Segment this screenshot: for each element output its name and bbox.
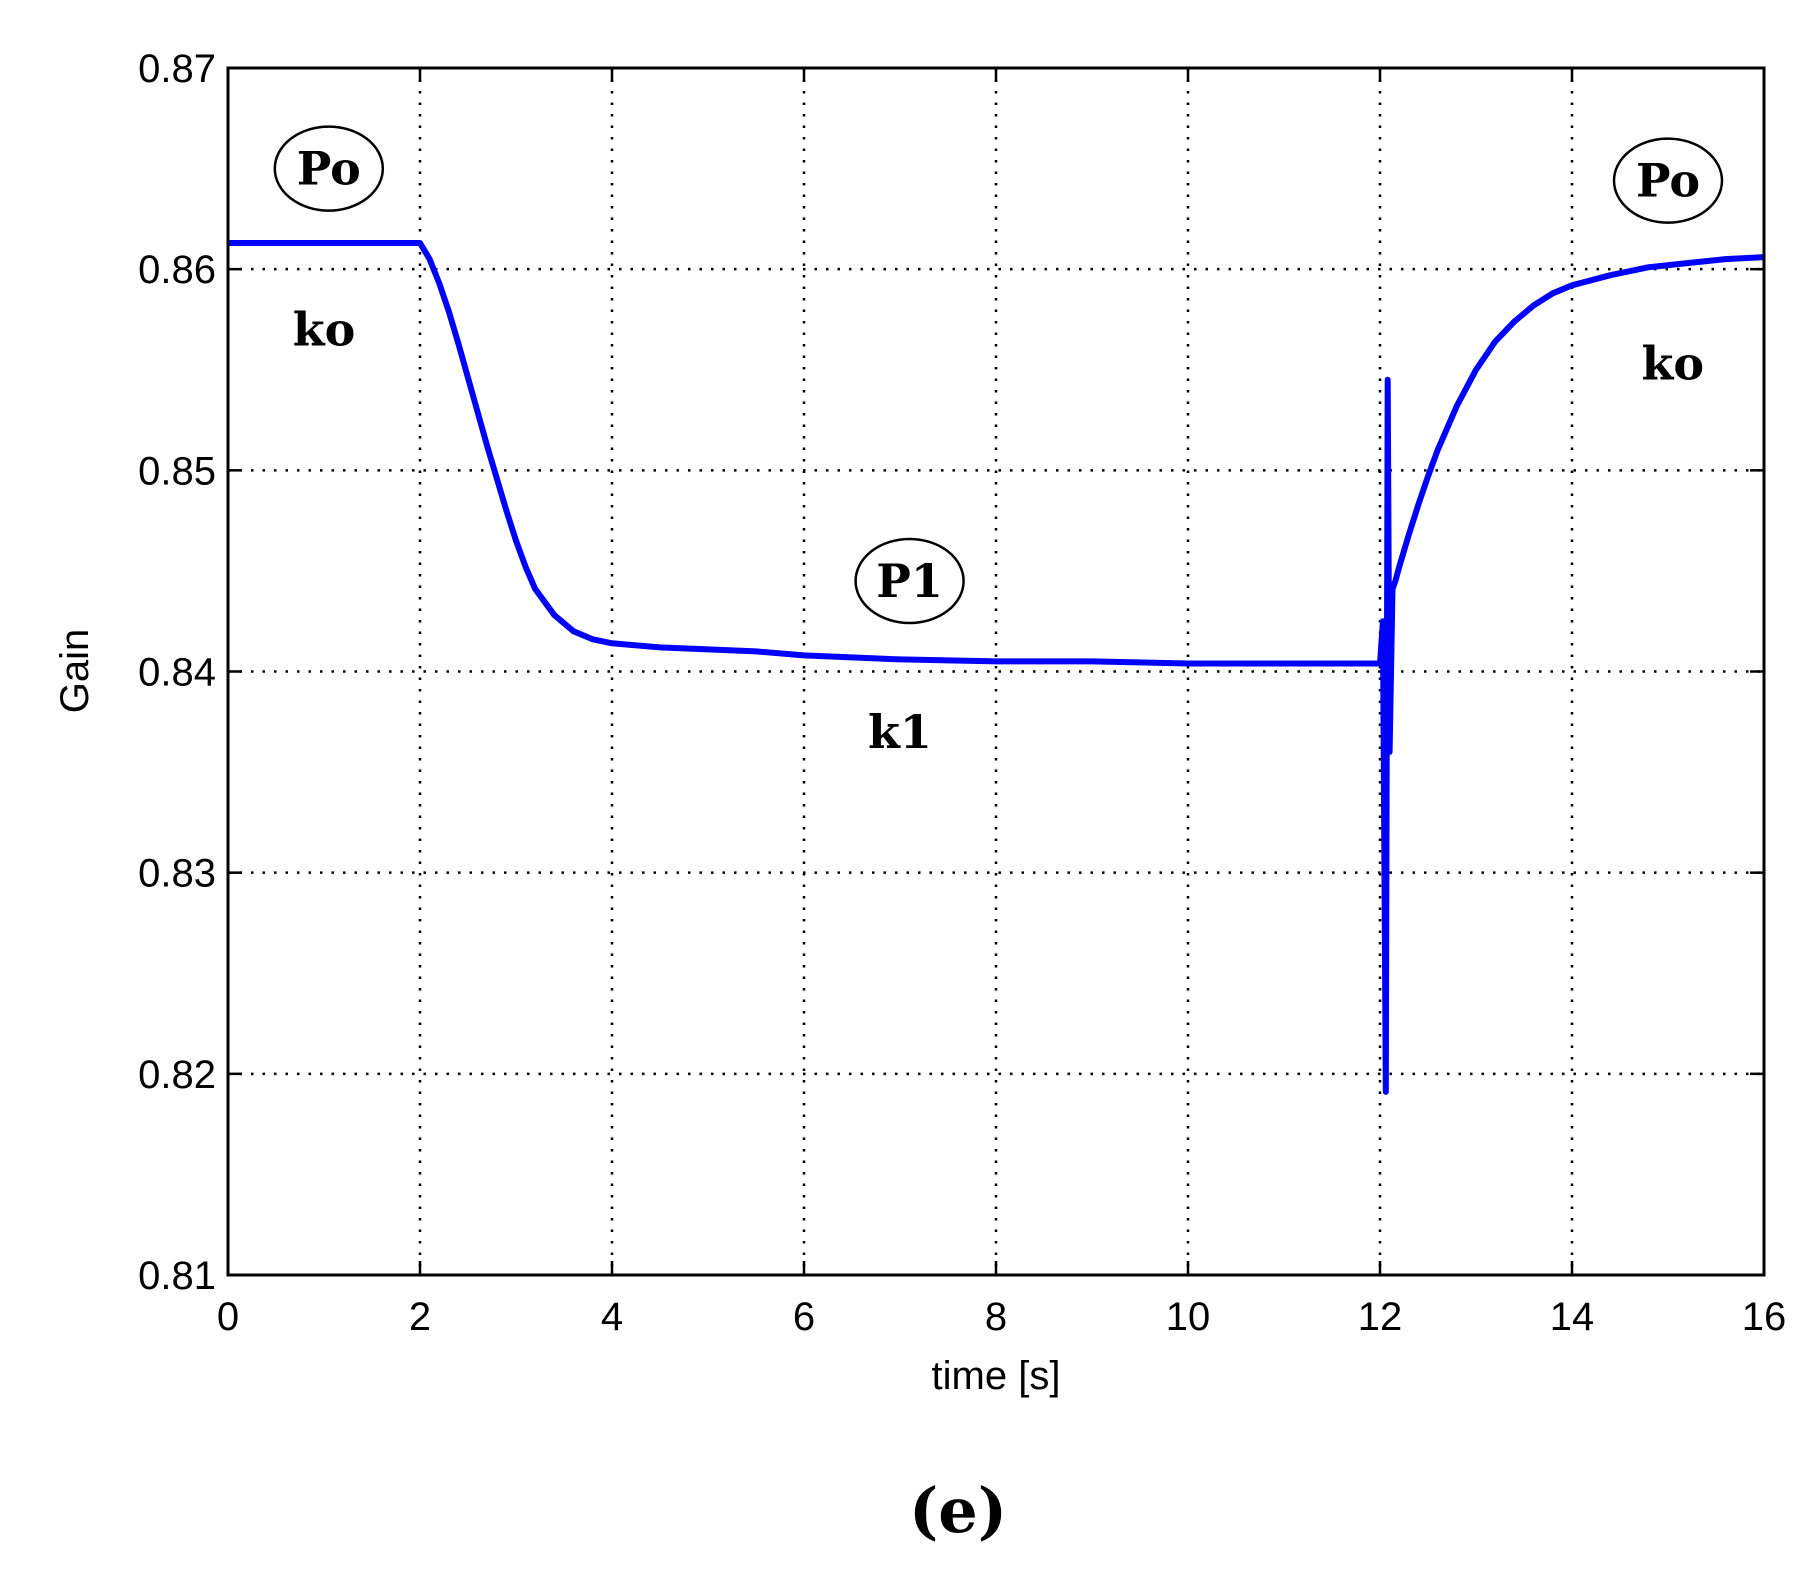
plot-background <box>228 68 1764 1275</box>
figure-caption: (e) <box>909 1474 1007 1547</box>
x-tick-label: 10 <box>1166 1295 1211 1339</box>
y-tick-label: 0.83 <box>138 852 216 896</box>
y-tick-label: 0.87 <box>138 47 216 91</box>
x-tick-label: 6 <box>793 1295 815 1339</box>
y-tick-label: 0.82 <box>138 1053 216 1097</box>
y-tick-label: 0.85 <box>138 449 216 493</box>
y-axis-label: Gain <box>53 629 97 714</box>
series-line <box>228 240 1765 1095</box>
y-tick-label: 0.84 <box>138 651 216 695</box>
annotation-label: k1 <box>868 705 932 759</box>
x-tick-label: 14 <box>1550 1295 1595 1339</box>
y-tick-label: 0.86 <box>138 248 216 292</box>
x-tick-label: 8 <box>985 1295 1007 1339</box>
annotation-label: ko <box>1642 337 1705 391</box>
annotation-label: Po <box>1636 154 1700 208</box>
annotations-layer: Po ko P1 k1 Po ko <box>273 125 1724 759</box>
x-tick-label: 2 <box>409 1295 431 1339</box>
annotation-label: ko <box>293 303 356 357</box>
tick-marks <box>226 66 1766 1277</box>
x-axis-label: time [s] <box>932 1354 1061 1398</box>
y-tick-label: 0.81 <box>138 1254 216 1298</box>
annotation-circle <box>273 125 385 212</box>
annotation-label: P1 <box>876 554 943 608</box>
x-tick-label: 0 <box>217 1295 239 1339</box>
annotation-circle <box>854 537 965 625</box>
annotation-circle <box>1612 137 1724 224</box>
annotation-label: Po <box>297 142 361 196</box>
x-tick-label: 16 <box>1742 1295 1787 1339</box>
series-layer <box>228 240 1765 1095</box>
x-tick-label: 4 <box>601 1295 623 1339</box>
x-tick-label: 12 <box>1358 1295 1403 1339</box>
tick-labels: 0 2 4 6 8 10 12 14 16 0.81 0.82 0.83 0.84 0.85 0.86 0.8… <box>138 47 1786 1339</box>
